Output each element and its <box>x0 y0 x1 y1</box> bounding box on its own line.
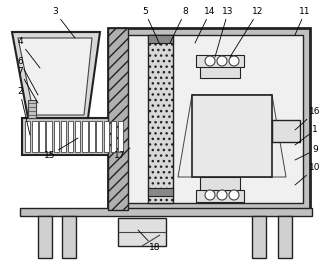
Bar <box>46 121 52 152</box>
Text: 13: 13 <box>215 8 234 57</box>
Bar <box>22 118 128 155</box>
Polygon shape <box>12 32 100 118</box>
Bar <box>104 121 109 152</box>
Bar <box>39 121 45 152</box>
Bar <box>118 218 166 246</box>
Bar <box>192 95 272 177</box>
Text: 16: 16 <box>295 107 321 130</box>
Bar <box>148 35 173 43</box>
Bar <box>108 28 310 210</box>
Bar <box>38 216 52 258</box>
Text: 3: 3 <box>52 8 75 38</box>
Bar <box>118 121 123 152</box>
Circle shape <box>217 56 227 66</box>
Bar <box>82 121 88 152</box>
Text: 8: 8 <box>170 8 188 43</box>
Text: 6: 6 <box>17 58 38 95</box>
Text: 15: 15 <box>44 138 78 160</box>
Bar <box>111 121 116 152</box>
Bar <box>148 188 173 196</box>
Bar <box>20 208 312 216</box>
Bar <box>62 216 76 258</box>
Bar <box>252 216 266 258</box>
Text: 10: 10 <box>295 164 321 185</box>
Bar <box>25 121 30 152</box>
Bar <box>148 35 173 203</box>
Text: 14: 14 <box>195 8 216 43</box>
Text: 11: 11 <box>295 8 311 35</box>
Text: 12: 12 <box>230 8 264 57</box>
Bar <box>196 190 244 202</box>
Text: 4: 4 <box>17 38 40 68</box>
Text: 18: 18 <box>138 230 161 252</box>
Bar <box>115 35 303 203</box>
Text: 9: 9 <box>295 146 318 160</box>
Bar <box>200 177 240 192</box>
Polygon shape <box>178 95 286 177</box>
Text: 17: 17 <box>114 148 130 160</box>
Circle shape <box>217 190 227 200</box>
Bar <box>200 63 240 78</box>
Bar <box>61 121 66 152</box>
Circle shape <box>205 190 215 200</box>
Text: 5: 5 <box>142 8 160 45</box>
Circle shape <box>229 190 239 200</box>
Bar <box>272 120 300 142</box>
Circle shape <box>205 56 215 66</box>
Bar <box>108 28 128 210</box>
Text: 1: 1 <box>295 126 318 145</box>
Bar <box>196 55 244 67</box>
Bar <box>28 100 36 118</box>
Bar <box>89 121 95 152</box>
Bar <box>96 121 102 152</box>
Bar <box>75 121 80 152</box>
Text: 7: 7 <box>17 68 38 103</box>
Bar <box>68 121 73 152</box>
Polygon shape <box>18 38 92 115</box>
Bar <box>278 216 292 258</box>
Circle shape <box>229 56 239 66</box>
Bar <box>32 121 38 152</box>
Bar <box>54 121 59 152</box>
Text: 2: 2 <box>17 87 30 135</box>
